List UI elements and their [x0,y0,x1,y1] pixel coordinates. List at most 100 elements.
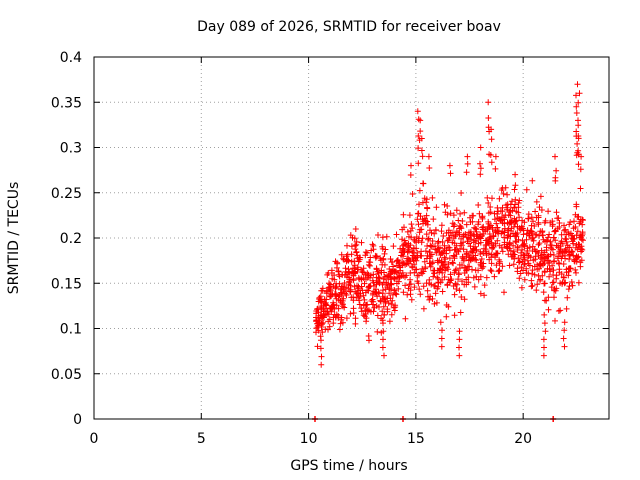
data-point [511,251,518,258]
data-point [510,248,517,255]
data-point [381,261,388,268]
data-point [572,266,579,273]
data-point [556,224,563,230]
data-point [555,260,562,266]
data-point [545,260,551,267]
data-point [457,210,464,217]
data-point [338,251,345,258]
data-point [388,281,395,288]
y-tick-label: 0.35 [51,95,82,111]
data-point [477,165,484,172]
data-point [568,279,575,285]
data-point [361,296,368,303]
data-point [402,282,409,289]
data-point [555,308,562,314]
data-point [318,353,325,360]
data-point [465,279,472,286]
data-point [490,232,497,239]
data-point [393,231,400,238]
data-point [423,231,430,238]
data-point [523,186,530,193]
data-point [518,264,525,271]
data-point [348,258,355,265]
data-point [577,166,584,173]
data-point [395,285,402,292]
data-point [326,316,333,323]
data-point [408,296,415,303]
data-point [444,211,451,218]
data-point [388,259,395,266]
data-point [407,227,414,234]
data-point [516,258,523,265]
data-point [473,226,480,233]
data-point [455,276,462,283]
data-point [530,237,537,244]
data-point [503,202,510,209]
data-point [575,133,582,139]
data-point [552,237,559,244]
data-point [535,212,542,219]
data-point [424,218,431,225]
data-point [461,209,468,216]
data-point [442,267,449,274]
data-point [566,256,573,263]
data-point [416,187,423,194]
x-tick-label: 0 [90,431,99,447]
y-tick-label: 0.3 [60,141,82,157]
data-point [456,287,463,294]
data-point [514,265,521,272]
data-point [528,277,535,284]
data-point [362,252,369,259]
data-point [498,244,505,251]
data-point [330,320,337,327]
data-point [365,287,372,294]
data-point [502,184,509,191]
data-point [336,326,343,333]
data-point [479,265,486,272]
data-point [560,274,567,281]
data-point [545,294,552,301]
data-point [347,286,354,293]
data-point [541,280,548,287]
data-point [488,251,495,258]
data-point [569,248,576,255]
data-point [433,249,440,256]
data-point [487,267,494,274]
data-point [380,255,387,262]
data-point [369,291,376,298]
data-point [479,213,486,220]
data-point [573,269,579,276]
data-point [340,283,347,290]
data-point [415,145,422,152]
data-point [411,284,418,291]
x-tick-label: 5 [197,431,206,447]
data-point [579,221,586,228]
data-point [438,228,445,235]
data-point [428,229,435,236]
data-point [551,258,558,264]
data-point [344,242,350,249]
data-point [504,191,511,198]
data-point [407,276,414,283]
data-point [453,266,460,273]
y-tick-label: 0.4 [60,50,82,66]
data-point [493,262,500,269]
data-point [390,243,397,250]
data-point [485,115,492,121]
data-point [538,252,545,259]
data-point [526,262,533,269]
data-point [345,257,352,264]
data-point [532,256,539,263]
data-point [498,230,505,237]
data-point [317,345,324,352]
data-point [414,216,421,223]
data-point [473,246,480,253]
data-point [456,344,462,351]
data-point [569,282,576,289]
data-point [317,304,324,311]
data-point [420,268,427,275]
data-point [488,136,495,143]
data-point [417,128,424,135]
data-point [457,309,464,316]
data-point [501,229,508,236]
